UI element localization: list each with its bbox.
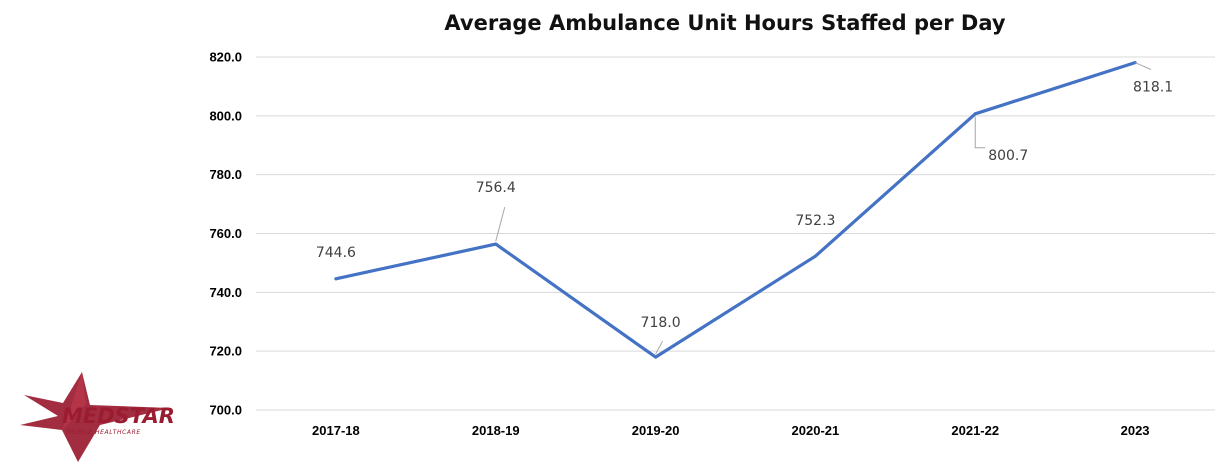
x-tick-label: 2021-22: [951, 423, 999, 438]
data-label-leader: [495, 206, 506, 242]
series-line: [334, 60, 1137, 359]
data-label-leader: [974, 116, 986, 149]
x-tick-label: 2020-21: [792, 423, 840, 438]
x-axis-tick-labels: 2017-18 2018-19 2019-20 2020-21 2021-22 2023: [312, 423, 1149, 438]
logo-name: MEDSTAR: [62, 404, 175, 428]
x-tick-label: 2017-18: [312, 423, 360, 438]
y-axis-tick-labels: 700.0 720.0 740.0 760.0 780.0 800.0 820.0: [209, 50, 242, 418]
data-label: 718.0: [641, 315, 681, 331]
data-point: [654, 355, 658, 359]
y-tick-label: 740.0: [209, 285, 242, 300]
x-tick-label: 2018-19: [472, 423, 520, 438]
x-tick-label: 2023: [1121, 423, 1150, 438]
data-label: 752.3: [795, 213, 835, 229]
medstar-logo: MEDSTAR MOBILE HEALTHCARE: [20, 372, 175, 462]
logo-star-icon: [20, 372, 170, 462]
y-tick-label: 800.0: [209, 108, 242, 123]
data-label: 744.6: [316, 245, 356, 261]
data-labels: 744.6 756.4 718.0 752.3 800.7 818.1: [316, 62, 1173, 355]
chart-title: Average Ambulance Unit Hours Staffed per…: [444, 11, 1005, 35]
series-layer: [334, 60, 1137, 359]
logo-star-highlight: [62, 372, 86, 430]
data-label: 818.1: [1133, 80, 1173, 96]
data-point: [494, 242, 498, 246]
gridlines: [256, 56, 1215, 411]
data-label: 756.4: [476, 180, 516, 196]
y-tick-label: 720.0: [209, 344, 242, 359]
y-tick-label: 780.0: [209, 167, 242, 182]
data-point: [813, 254, 817, 258]
data-label-leader: [655, 340, 664, 355]
data-label: 800.7: [988, 148, 1028, 164]
x-tick-label: 2019-20: [632, 423, 680, 438]
data-label-leader: [1134, 62, 1152, 71]
y-tick-label: 700.0: [209, 403, 242, 418]
y-tick-label: 760.0: [209, 226, 242, 241]
data-point: [334, 277, 338, 281]
logo-subtitle: MOBILE HEALTHCARE: [66, 429, 141, 436]
y-tick-label: 820.0: [209, 50, 242, 65]
data-point: [973, 112, 977, 116]
